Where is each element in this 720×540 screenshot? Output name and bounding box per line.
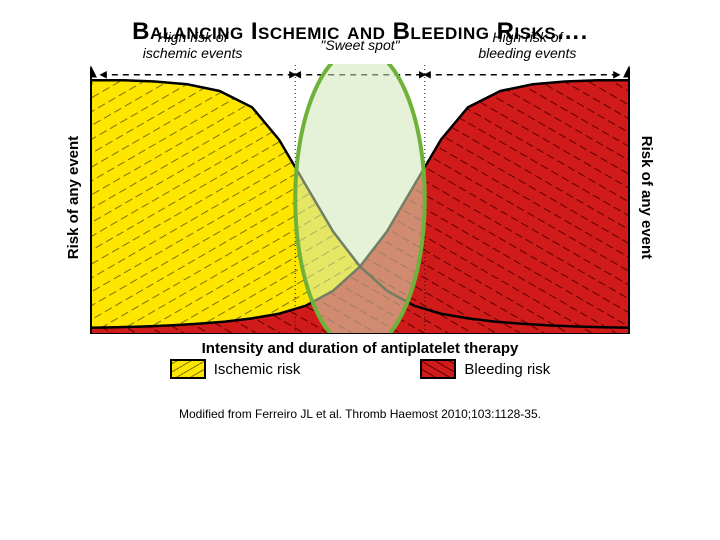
label-high-ischemic: High risk of ischemic events (113, 30, 273, 61)
legend-label: Ischemic risk (214, 361, 301, 378)
legend-swatch-bleeding (420, 359, 456, 379)
label-line2: bleeding events (478, 45, 576, 61)
y-axis-label-left: Risk of any event (65, 136, 82, 259)
label-line1: High risk of (492, 29, 562, 45)
label-high-bleeding: High risk of bleeding events (447, 30, 607, 61)
legend-item-bleeding: Bleeding risk (420, 359, 550, 379)
legend-swatch-ischemic (170, 359, 206, 379)
label-line1: High risk of (158, 29, 228, 45)
x-axis-label: Intensity and duration of antiplatelet t… (40, 340, 680, 357)
legend: Ischemic risk Bleeding risk (40, 359, 680, 379)
chart-svg (90, 64, 630, 334)
legend-label: Bleeding risk (464, 361, 550, 378)
legend-item-ischemic: Ischemic risk (170, 359, 301, 379)
slide: Balancing Ischemic and Bleeding Risks…. … (0, 0, 720, 540)
citation: Modified from Ferreiro JL et al. Thromb … (40, 407, 680, 421)
y-axis-label-right: Risk of any event (638, 136, 655, 259)
risk-balance-chart: High risk of ischemic events "Sweet spot… (90, 64, 630, 334)
label-line2: ischemic events (143, 45, 243, 61)
label-sweet-spot: "Sweet spot" (280, 38, 440, 54)
top-region-labels: High risk of ischemic events "Sweet spot… (90, 30, 630, 64)
